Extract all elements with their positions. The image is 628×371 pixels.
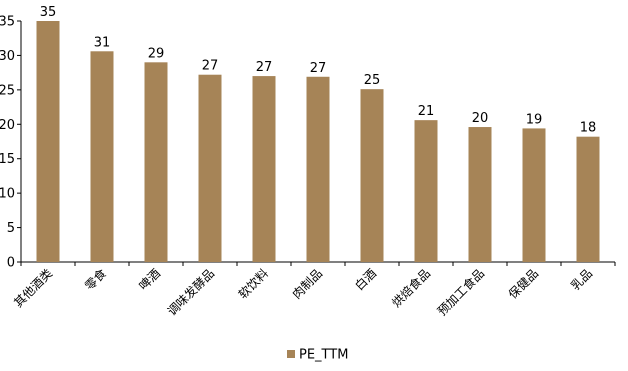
bar (522, 128, 546, 262)
y-tick-label: 5 (7, 221, 15, 236)
bar (90, 51, 114, 262)
data-label: 31 (94, 35, 111, 50)
category-label: 预加工食品 (434, 266, 487, 319)
category-label: 零食 (82, 266, 110, 294)
category-label: 白酒 (352, 266, 380, 294)
bar (252, 76, 276, 262)
bar (144, 62, 168, 262)
y-tick-label: 10 (0, 187, 15, 202)
bar (306, 76, 330, 262)
y-tick-label: 0 (7, 256, 15, 271)
category-label: 调味发酵品 (164, 266, 217, 319)
bar (468, 127, 492, 262)
y-tick-label: 25 (0, 83, 15, 98)
bar (576, 136, 600, 262)
data-label: 29 (148, 46, 165, 61)
category-label: 烘焙食品 (389, 266, 434, 311)
bar (360, 89, 384, 262)
data-label: 27 (256, 60, 273, 75)
bar (414, 120, 438, 262)
legend-label: PE_TTM (299, 348, 348, 363)
category-label: 肉制品 (290, 266, 325, 301)
data-label: 18 (580, 121, 597, 136)
bar (198, 74, 222, 262)
category-label: 保健品 (506, 266, 541, 301)
y-tick-label: 15 (0, 152, 15, 167)
category-label: 其他酒类 (11, 266, 55, 310)
data-label: 21 (418, 104, 435, 119)
data-label: 20 (472, 111, 489, 126)
bar (36, 21, 60, 262)
data-label: 25 (364, 73, 381, 88)
legend-swatch (287, 350, 295, 358)
category-label: 啤酒 (136, 266, 164, 294)
data-label: 19 (526, 112, 543, 127)
category-label: 软饮料 (236, 266, 271, 301)
y-tick-label: 35 (0, 15, 15, 30)
data-label: 27 (310, 61, 327, 76)
data-label: 35 (40, 5, 57, 20)
y-tick-label: 30 (0, 49, 15, 64)
y-tick-label: 20 (0, 118, 15, 133)
category-label: 乳品 (568, 266, 595, 293)
data-label: 27 (202, 59, 219, 74)
